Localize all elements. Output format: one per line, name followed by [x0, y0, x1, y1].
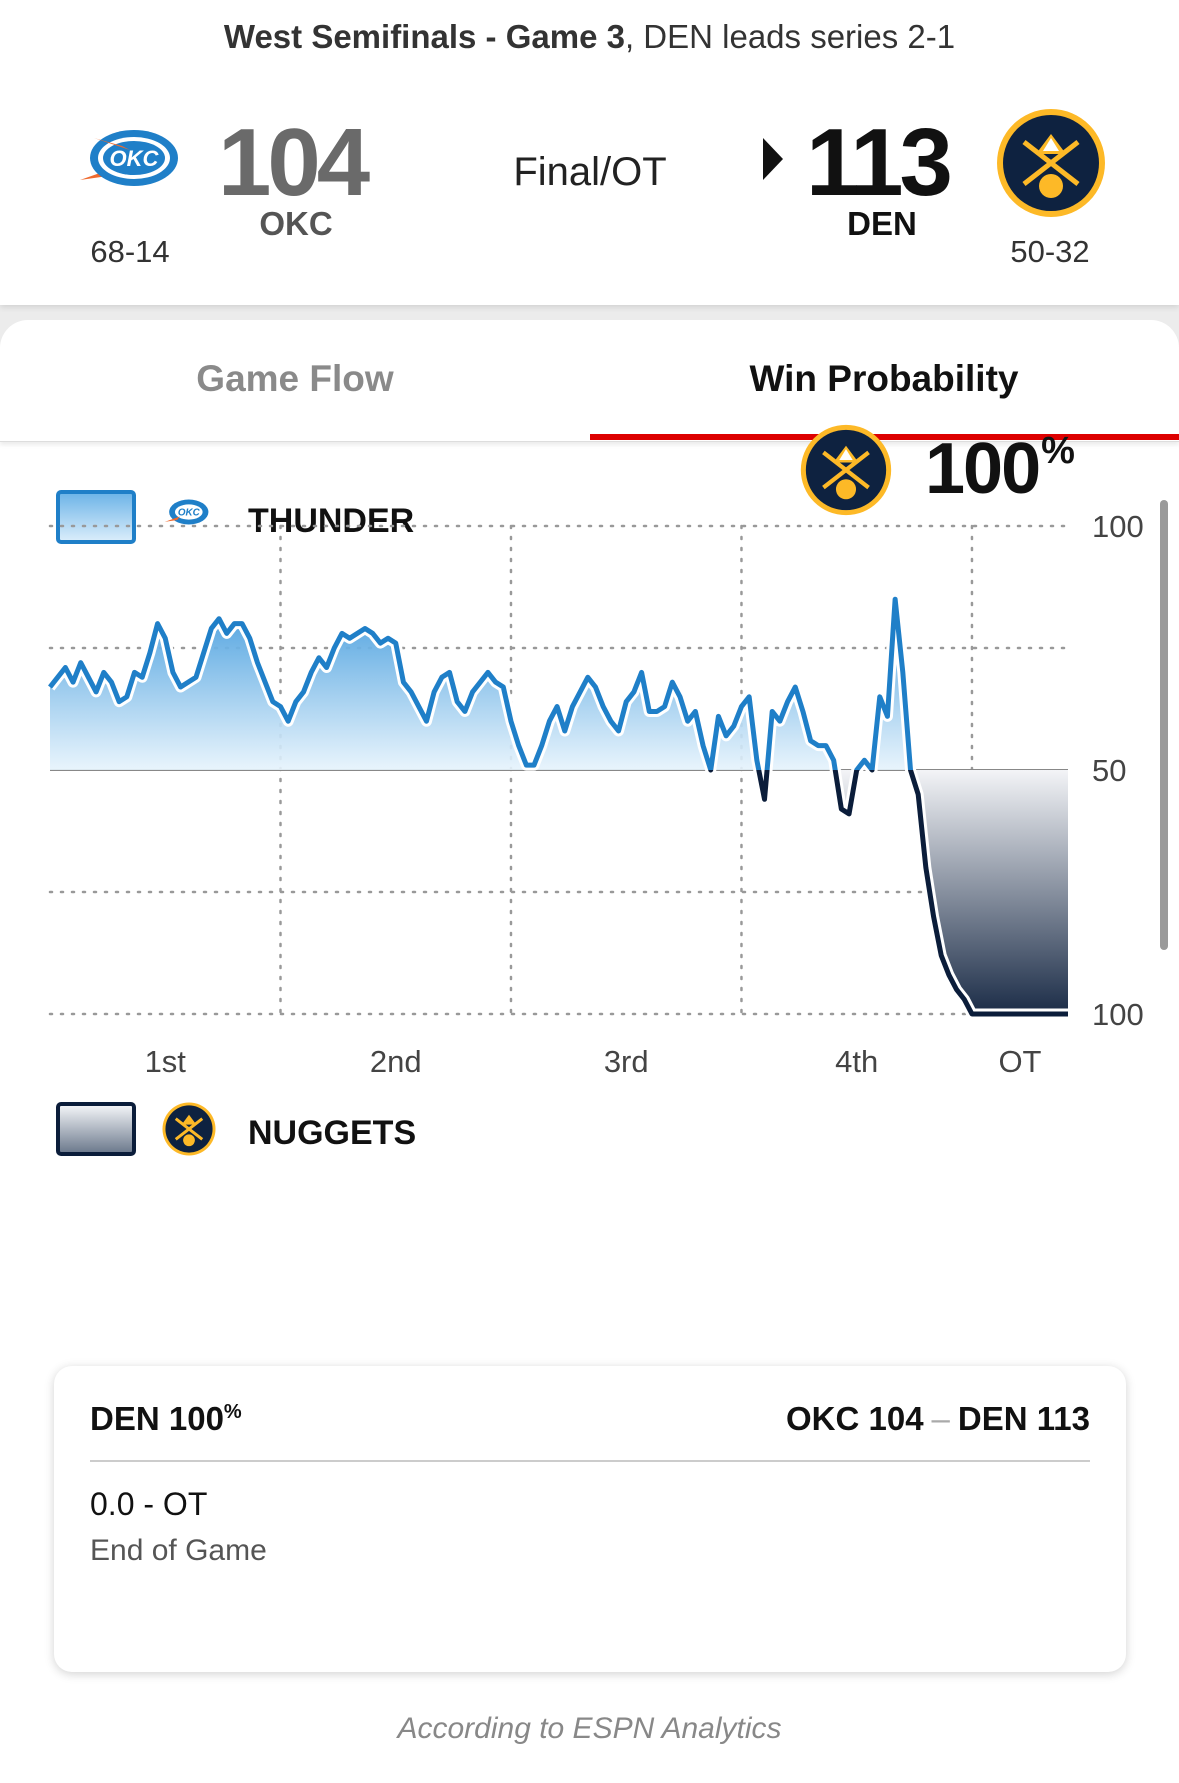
winner-arrow-icon [763, 138, 783, 180]
home-record: 50-32 [1010, 234, 1090, 269]
denver-nuggets-logo[interactable] [996, 108, 1106, 218]
thunder-swatch [56, 490, 136, 544]
away-record: 68-14 [90, 234, 170, 269]
divider [90, 1460, 1090, 1462]
tab-win-probability[interactable]: Win Probability [749, 358, 1019, 399]
info-leader-team: DEN [90, 1400, 160, 1437]
y-tick-label: 50 [1092, 753, 1126, 788]
x-tick-label: 1st [145, 1044, 187, 1079]
win-probability-chart[interactable]: 100 50 100 1st 2nd 3rd 4th OT [0, 320, 1179, 1270]
legend-nuggets: NUGGETS [0, 1102, 1179, 1162]
info-leader-symbol: % [223, 1401, 242, 1423]
x-tick-label: OT [998, 1044, 1041, 1079]
thunder-label: THUNDER [248, 502, 415, 540]
info-away-score: OKC 104 [785, 1400, 924, 1437]
tab-game-flow[interactable]: Game Flow [196, 358, 394, 399]
away-abbr: OKC [259, 205, 333, 242]
away-score: 104 [218, 109, 370, 216]
leader-pct-value: 100 [925, 429, 1041, 509]
nuggets-swatch [56, 1102, 136, 1156]
chart-labels: 100 50 100 1st 2nd 3rd 4th OT [145, 509, 1144, 1079]
svg-text:OKC: OKC [178, 508, 201, 519]
win-probability-card: Game Flow Win Probability OKC THUNDER 10… [0, 320, 1179, 1783]
nuggets-label: NUGGETS [248, 1114, 417, 1152]
home-abbr: DEN [847, 205, 917, 242]
series-info: West Semifinals - Game 3, DEN leads seri… [0, 18, 1179, 56]
game-status: Final/OT [513, 150, 667, 194]
tab-bar: Game Flow Win Probability [0, 320, 1179, 442]
y-tick-label: 100 [1092, 997, 1144, 1032]
x-tick-label: 2nd [370, 1044, 422, 1079]
leader-win-pct: 100% [925, 428, 1075, 510]
chart-areas [50, 599, 1068, 1014]
info-score: OKC 104– DEN 113 [786, 1400, 1090, 1438]
svg-text:OKC: OKC [110, 146, 160, 171]
y-tick-label: 100 [1092, 509, 1144, 544]
series-status: , DEN leads series 2-1 [624, 18, 956, 55]
info-dash: – [931, 1400, 950, 1437]
x-tick-label: 3rd [604, 1044, 649, 1079]
scrollbar[interactable] [1160, 500, 1168, 950]
okc-thunder-logo: OKC [164, 499, 209, 525]
play-info-box: DEN 100% OKC 104– DEN 113 0.0 - OT End of… [54, 1366, 1126, 1672]
denver-nuggets-logo [162, 1102, 216, 1156]
home-score: 113 [806, 109, 953, 216]
game-header: West Semifinals - Game 3, DEN leads seri… [0, 0, 1179, 305]
x-tick-label: 4th [835, 1044, 878, 1079]
series-round: West Semifinals - Game 3 [223, 18, 625, 55]
okc-thunder-logo[interactable]: OKC [74, 118, 186, 198]
denver-nuggets-logo [800, 424, 892, 516]
legend-thunder: OKC THUNDER [0, 490, 1179, 550]
den-area [50, 770, 1068, 1014]
info-time: 0.0 - OT [90, 1486, 208, 1522]
okc-series-line [48, 596, 914, 770]
info-leader-pct: 100 [168, 1400, 224, 1437]
chart-lines [45, 593, 1068, 1020]
okc-area [50, 599, 1068, 770]
info-leader: DEN 100% [90, 1400, 242, 1438]
info-home-score: DEN 113 [957, 1400, 1090, 1437]
leader-pct-symbol: % [1041, 430, 1075, 472]
active-tab-indicator [590, 434, 1179, 440]
info-description: End of Game [90, 1534, 267, 1567]
analytics-footnote: According to ESPN Analytics [397, 1712, 782, 1745]
